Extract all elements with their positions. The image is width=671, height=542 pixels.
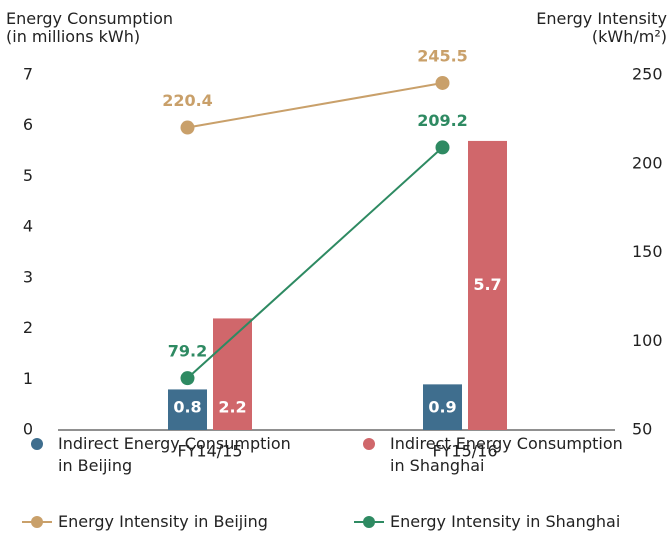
line-value-label: 209.2 (417, 111, 468, 130)
line-point (180, 120, 195, 135)
line-point (180, 371, 195, 386)
y-tick-label: 3 (23, 267, 33, 286)
legend-dot (363, 438, 375, 450)
line-value-label: 79.2 (168, 342, 207, 361)
line-value-label: 245.5 (417, 46, 468, 65)
legend-label: Energy Intensity in Beijing (58, 512, 268, 531)
bar (423, 384, 462, 430)
legend-label: Indirect Energy Consumption in Beijing (58, 434, 291, 475)
bar (168, 389, 207, 430)
legend-marker (22, 516, 52, 528)
y-axis-title-line: (in millions kWh) (6, 27, 141, 46)
x-tick-label: FY14/15 (177, 442, 242, 461)
line-point (435, 140, 450, 155)
y2-axis-title: Energy Intensity (kWh/m²) (536, 10, 667, 46)
y-tick-label: 0 (23, 420, 33, 439)
line-point (435, 75, 450, 90)
bar-value-label: 0.8 (173, 398, 201, 417)
legend-label: Energy Intensity in Shanghai (390, 512, 621, 531)
line-value-label: 220.4 (162, 91, 213, 110)
y2-axis-title-line: Energy Intensity (536, 9, 667, 28)
legend-marker (354, 516, 384, 528)
y2-axis-title-line: (kWh/m²) (591, 27, 667, 46)
legend-dot (363, 516, 375, 528)
bar-value-label: 0.9 (428, 398, 456, 417)
x-tick-label: FY15/16 (432, 442, 497, 461)
legend-label: Indirect Energy Consumption in Shanghai (390, 434, 623, 475)
line (186, 146, 444, 379)
y2-tick-label: 150 (632, 242, 663, 261)
legend-dot (31, 438, 43, 450)
legend-marker (31, 438, 43, 450)
y2-tick-label: 200 (632, 153, 663, 172)
legend-dot (31, 516, 43, 528)
bar (468, 140, 507, 430)
bar-value-label: 5.7 (473, 275, 501, 294)
line (187, 82, 443, 129)
y-tick-label: 4 (23, 217, 33, 236)
y-tick-label: 7 (23, 65, 33, 84)
y-tick-label: 2 (23, 318, 33, 337)
y-axis-title: Energy Consumption (in millions kWh) (6, 10, 173, 46)
y-axis-title-line: Energy Consumption (6, 9, 174, 28)
y-tick-label: 5 (23, 166, 33, 185)
y2-tick-label: 50 (632, 420, 652, 439)
y-tick-label: 1 (23, 369, 33, 388)
legend-marker (363, 438, 375, 450)
y2-tick-label: 250 (632, 65, 663, 84)
y-tick-label: 6 (23, 115, 33, 134)
bar-value-label: 2.2 (218, 398, 246, 417)
y2-tick-label: 100 (632, 331, 663, 350)
